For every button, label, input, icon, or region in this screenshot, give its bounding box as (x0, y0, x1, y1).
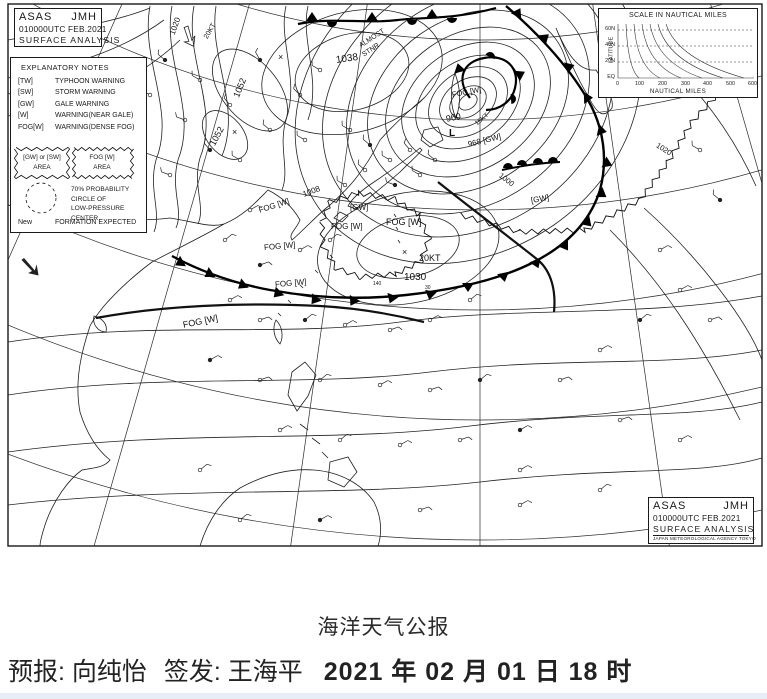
scale-xtick: 400 (703, 81, 712, 87)
legend-symbol: [GW] (18, 100, 34, 108)
chart-datetime: 010000UTC FEB.2021 (653, 513, 741, 524)
scale-ytick: EQ (607, 74, 615, 80)
legend-item-fog: FOG[W] WARNING(DENSE FOG) (18, 124, 146, 131)
scale-title: SCALE IN NAUTICAL MILES (628, 12, 728, 19)
chart-datetime: 010000UTC FEB.2021 (19, 24, 107, 35)
scale-curves (617, 23, 754, 79)
new-label: FORMATION EXPECTED (55, 219, 137, 226)
area-box-text: AREA (93, 163, 111, 171)
forecaster-label: 预报: (8, 658, 65, 686)
scale-box: SCALE IN NAUTICAL MILES LATITUDE 60N 40N… (598, 8, 758, 98)
map-label: 140 (373, 281, 382, 287)
boundary-lines (95, 181, 556, 324)
scale-xtick: 300 (681, 81, 690, 87)
legend-symbol: FOG[W] (18, 123, 44, 131)
legend-symbol: [TW] (18, 78, 33, 85)
chart-name: ASAS (19, 11, 53, 23)
front-symbols (175, 8, 613, 306)
new-formation-note: New FORMATION EXPECTED (18, 219, 136, 226)
legend-label: TYPHOON WARNING (55, 78, 126, 85)
legend-label: STORM WARNING (55, 89, 116, 97)
probability-text: LOW-PRESSURE CENTER (71, 205, 125, 222)
chart-org: JMH (723, 500, 749, 512)
legend-title: EXPLANATORY NOTES (21, 63, 109, 72)
map-label: 20KT (419, 253, 441, 263)
surface-analysis-map (7, 3, 763, 547)
area-box-text: [GW] or [SW] (23, 154, 61, 161)
map-label: 30 (425, 285, 431, 291)
map-label: × (278, 52, 284, 62)
area-box-text: AREA (33, 163, 51, 171)
chart-org: JMH (71, 11, 97, 23)
chart-id-box: ASAS JMH 010000UTC FEB.2021 SURFACE ANALY… (14, 8, 121, 47)
legend-label: WARNING(NEAR GALE) (55, 112, 134, 120)
scale-xtick: 0 (616, 81, 619, 87)
legend-label: GALE WARNING (55, 100, 110, 108)
legend-label: WARNING(DENSE FOG) (55, 123, 135, 131)
legend-item-warning: [W] WARNING(NEAR GALE) (18, 112, 146, 119)
issuer-name: 王海平 (227, 658, 303, 686)
map-label: × (232, 127, 238, 137)
scale-xtick: 500 (726, 81, 735, 87)
legend-decorations (13, 146, 135, 214)
legend-symbol: [SW] (18, 89, 34, 97)
new-symbol: New (18, 219, 33, 226)
scale-xtick: 100 (635, 81, 644, 87)
agency-name: JAPAN METEOROLOGICAL AGENCY TOKYO (653, 535, 756, 541)
forecaster-name: 向纯怡 (71, 658, 147, 686)
station-plots (21, 25, 723, 523)
issue-date: 2021 年 02 月 01 日 18 时 (323, 658, 633, 686)
warning-area-borders (319, 92, 717, 280)
legend-item-typhoon: [TW] TYPHOON WARNING (18, 78, 146, 85)
probability-text: CIRCLE OF (71, 195, 107, 203)
map-border (7, 3, 763, 547)
legend-symbol: [W] (18, 112, 29, 120)
gw-sw-area-box: [GW] or [SW] AREA (16, 153, 68, 172)
area-box-text: FOG [W] (89, 154, 115, 161)
scale-ytick: 60N (605, 26, 615, 32)
issuer-label: 签发: (163, 658, 221, 686)
bulletin-title: 海洋天气公报 (317, 616, 450, 639)
map-label: 1030 (404, 272, 427, 283)
chart-name: ASAS (653, 500, 687, 512)
map-label: [GW] (350, 203, 369, 212)
chart-type: SURFACE ANALYSIS (653, 523, 755, 534)
map-label: FOG [W] (386, 217, 422, 227)
bulletin-byline: 预报: 向纯怡 签发: 王海平 2021 年 02 月 01 日 18 时 (8, 652, 632, 688)
fog-area-box: FOG [W] AREA (74, 153, 130, 172)
scale-ytick: 40N (605, 42, 615, 48)
legend-box: EXPLANATORY NOTES [TW] TYPHOON WARNING [… (10, 57, 147, 233)
footer-strip (0, 693, 767, 699)
probability-circle-note: 70% PROBABILITY CIRCLE OF LOW-PRESSURE C… (71, 185, 146, 223)
chart-id-box-footer: ASAS JMH 010000UTC FEB.2021 SURFACE ANALY… (648, 497, 756, 544)
scale-xlabel: NAUTICAL MILES (649, 88, 707, 95)
probability-text: 70% PROBABILITY (71, 186, 130, 193)
map-label: FOG [W] (331, 222, 363, 231)
scale-xtick: 200 (658, 81, 667, 87)
map-label: × (402, 247, 408, 257)
legend-item-storm: [SW] STORM WARNING (18, 89, 146, 96)
legend-item-gale: [GW] GALE WARNING (18, 101, 146, 108)
map-label: L (449, 128, 456, 139)
chart-type: SURFACE ANALYSIS (19, 34, 121, 45)
scale-ytick: 20N (605, 58, 615, 64)
scale-xtick: 600 (748, 81, 757, 87)
